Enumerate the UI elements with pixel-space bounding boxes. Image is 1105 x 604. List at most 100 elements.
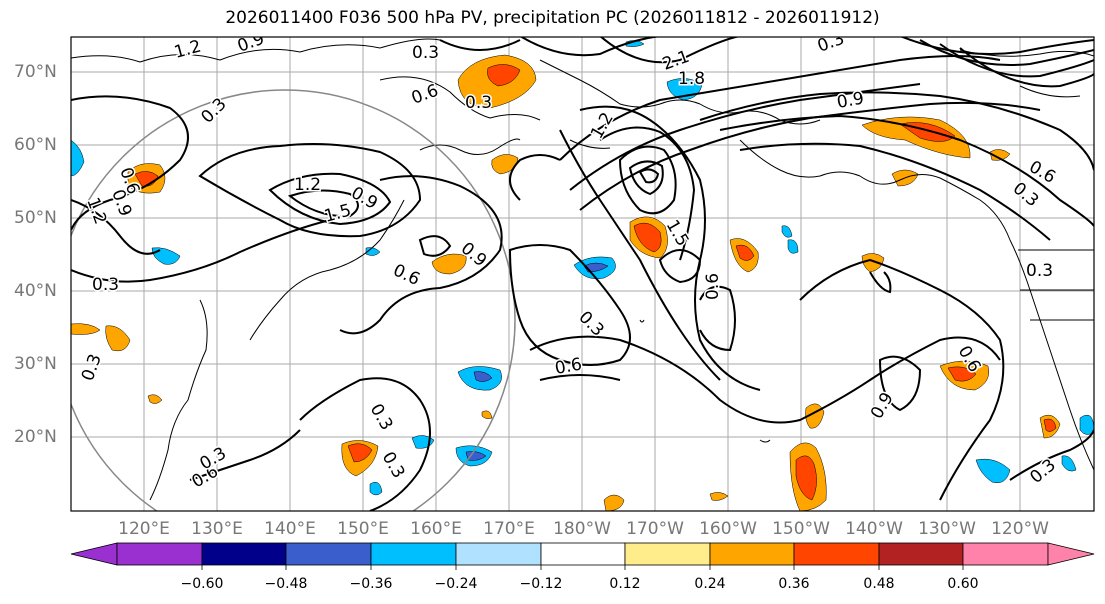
contour-label: 0.3	[574, 307, 607, 340]
gridlines	[71, 37, 1094, 511]
lon-label: 170°W	[626, 519, 684, 539]
lon-label: 130°E	[191, 519, 243, 539]
lat-label: 70°N	[14, 62, 57, 82]
precip-blob	[147, 394, 163, 404]
lon-label: 180°W	[553, 519, 611, 539]
precip-blob	[105, 325, 131, 352]
colorbar-bin	[624, 542, 711, 566]
precip-blob	[861, 253, 885, 273]
colorbar-bin	[709, 542, 795, 566]
precip-blob	[787, 239, 799, 254]
colorbar-bin	[793, 542, 880, 566]
precip-blob	[781, 225, 793, 238]
colorbar-tick-label: 0.24	[694, 576, 726, 592]
contour-label: 0.3	[92, 275, 119, 295]
map-title: 2026011400 F036 500 hPa PV, precipitatio…	[225, 8, 880, 28]
contour-label: 0.3	[1026, 455, 1060, 488]
contour-label: 0.3	[815, 29, 847, 57]
precip-blob	[347, 443, 373, 463]
contour-label: 0.3	[378, 449, 409, 482]
colorbar-tick-label: 0.36	[778, 576, 810, 592]
precip-blob	[151, 247, 181, 265]
precip-blob	[487, 64, 521, 87]
precip-blob	[1061, 455, 1077, 472]
contour-label: 1.2	[294, 175, 321, 195]
precip-blob	[861, 116, 971, 159]
lat-label: 30°N	[14, 354, 57, 374]
lon-label: 160°W	[699, 519, 757, 539]
colorbar-bin	[201, 542, 287, 566]
colorbar-tick-label: 0.48	[863, 576, 895, 592]
colorbar-tick-label: −0.60	[180, 576, 224, 592]
contour-label: 1.2	[172, 37, 203, 63]
lon-label: 120°W	[991, 519, 1049, 539]
colorbar-extend-right	[1047, 542, 1095, 566]
lat-label: 60°N	[14, 135, 57, 155]
colorbar-tick-label: −0.24	[434, 576, 478, 592]
precip-blob	[491, 154, 519, 175]
precip-blob	[1079, 414, 1094, 435]
precip-blob	[71, 139, 85, 177]
lon-label: 150°W	[772, 519, 830, 539]
pv-contours	[71, 37, 1094, 511]
precip-blob	[947, 366, 977, 382]
lat-label: 40°N	[14, 281, 57, 301]
lon-label: 170°E	[483, 519, 535, 539]
colorbar-bin	[878, 542, 964, 566]
contour-label: 0.6	[1026, 157, 1059, 188]
precip-blob	[975, 458, 1011, 483]
lon-label: 160°E	[410, 519, 462, 539]
contour-label: 0.3	[197, 94, 230, 127]
lat-label: 20°N	[14, 427, 57, 447]
precip-blob	[369, 482, 383, 496]
contour-label: 0.3	[1026, 261, 1053, 281]
colorbar-tick-label: −0.48	[264, 576, 308, 592]
contour-label: 0.3	[412, 43, 439, 63]
colorbar-bin	[540, 542, 626, 566]
precip-blob	[431, 253, 467, 275]
lon-label: 130°W	[918, 519, 976, 539]
contour-label: 0.9	[235, 29, 267, 57]
colorbar-bin	[285, 542, 372, 566]
contour-label: 0.9	[835, 89, 865, 113]
precip-blob	[633, 222, 662, 253]
contour-label: 1.8	[678, 69, 705, 89]
lon-label: 150°E	[337, 519, 389, 539]
precip-blob	[735, 244, 755, 261]
precip-blob	[603, 494, 625, 511]
precip-blob	[473, 371, 493, 382]
precip-blob	[1043, 418, 1057, 432]
precip-blob	[709, 492, 729, 501]
lat-label: 50°N	[14, 208, 57, 228]
colorbar-tick-label: −0.36	[349, 576, 393, 592]
contour-label: 0.3	[366, 401, 397, 434]
plot-frame	[70, 36, 1095, 512]
precip-blob	[989, 149, 1011, 161]
contour-label: 1.2	[82, 195, 110, 227]
lon-label: 140°E	[264, 519, 316, 539]
colorbar-tick-label: 0.60	[947, 576, 979, 592]
colorbar-tick-label: −0.12	[519, 576, 563, 592]
colorbar	[70, 542, 1095, 570]
colorbar-tick-label: 0.12	[609, 576, 641, 592]
range-circle	[71, 89, 516, 511]
contour-label: 0.3	[1009, 179, 1043, 212]
lon-label: 120°E	[118, 519, 170, 539]
colorbar-bin	[116, 542, 203, 566]
contour-label: 0.3	[465, 93, 492, 113]
contour-label: 0.6	[703, 273, 723, 300]
colorbar-bin	[370, 542, 457, 566]
colorbar-extend-left	[70, 542, 118, 566]
precip-blob	[795, 455, 817, 501]
colorbar-bin	[455, 542, 542, 566]
contour-label: 0.9	[867, 389, 898, 422]
precip-blob	[481, 410, 493, 419]
contour-label: 0.6	[390, 260, 423, 290]
precip-shading	[71, 40, 1094, 511]
contour-label: 0.3	[78, 351, 106, 383]
colorbar-bin	[962, 542, 1049, 566]
contour-label: 1.2	[587, 109, 618, 142]
contour-label: 0.6	[553, 355, 583, 379]
precip-blob	[71, 323, 101, 335]
